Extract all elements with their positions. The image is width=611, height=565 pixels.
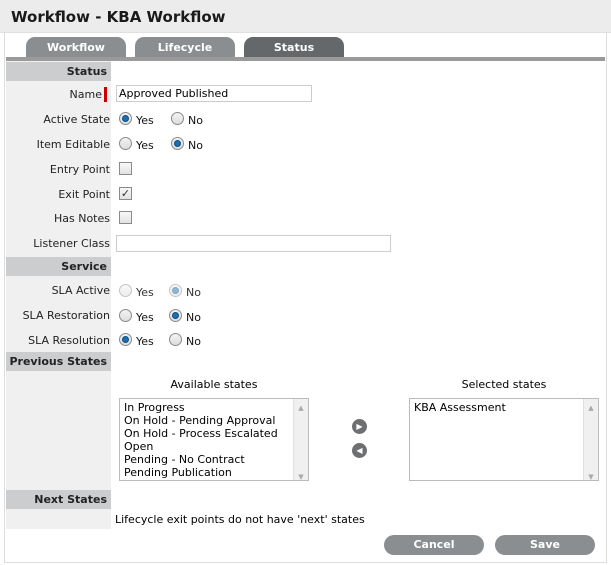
required-indicator <box>104 87 107 102</box>
list-item[interactable]: Open <box>124 440 154 453</box>
list-item[interactable]: Pending Publication <box>124 466 232 479</box>
sla-active-yes-radio[interactable] <box>119 284 132 297</box>
item-editable-no-label: No <box>188 139 203 152</box>
list-item[interactable]: On Hold - Pending Approval <box>124 414 276 427</box>
active-state-no-label: No <box>188 114 203 127</box>
item-editable-yes-label: Yes <box>136 139 154 152</box>
sla-resolution-yes-radio[interactable] <box>119 333 132 346</box>
sla-resolution-yes-label: Yes <box>136 335 154 348</box>
has-notes-checkbox[interactable] <box>119 211 132 224</box>
selected-states-label: Selected states <box>461 378 547 391</box>
selected-states-list[interactable]: KBA Assessment ▲ ▼ <box>409 398 599 481</box>
title-bar <box>0 0 611 33</box>
content-frame <box>4 33 607 563</box>
entry-point-checkbox[interactable] <box>119 162 132 175</box>
item-editable-label: Item Editable <box>36 138 110 151</box>
section-next-states: Next States <box>6 490 111 509</box>
sla-active-no-radio[interactable] <box>169 284 182 297</box>
list-item[interactable]: Pending - No Contract <box>124 453 245 466</box>
section-service: Service <box>6 257 111 276</box>
tab-lifecycle[interactable]: Lifecycle <box>135 37 235 58</box>
name-input[interactable] <box>116 85 312 102</box>
list-item[interactable]: In Progress <box>124 401 185 414</box>
move-right-button[interactable]: ▶ <box>352 419 367 434</box>
page-title: Workflow - KBA Workflow <box>11 8 226 26</box>
save-button[interactable]: Save <box>495 535 595 555</box>
scrollbar[interactable]: ▲ ▼ <box>293 399 308 481</box>
sla-restoration-label: SLA Restoration <box>22 309 110 322</box>
available-states-list[interactable]: In Progress On Hold - Pending Approval O… <box>119 398 309 481</box>
sla-restoration-yes-radio[interactable] <box>119 309 132 322</box>
sla-restoration-yes-label: Yes <box>136 311 154 324</box>
exit-point-checkbox[interactable]: ✓ <box>119 187 132 200</box>
section-previous-states: Previous States <box>6 352 111 371</box>
scrollbar[interactable]: ▲ ▼ <box>583 399 598 481</box>
list-item[interactable]: KBA Assessment <box>414 401 506 414</box>
item-editable-no-radio[interactable] <box>171 137 184 150</box>
exit-point-label: Exit Point <box>58 188 110 201</box>
tab-bar-divider <box>6 57 605 61</box>
sla-resolution-no-label: No <box>186 335 201 348</box>
active-state-label: Active State <box>43 113 110 126</box>
active-state-yes-radio[interactable] <box>119 112 132 125</box>
sla-resolution-no-radio[interactable] <box>169 333 182 346</box>
list-item[interactable]: On Hold - Process Escalated <box>124 427 278 440</box>
tab-workflow[interactable]: Workflow <box>26 37 126 58</box>
sla-active-label: SLA Active <box>51 284 110 297</box>
active-state-yes-label: Yes <box>136 114 154 127</box>
item-editable-yes-radio[interactable] <box>119 137 132 150</box>
sla-resolution-label: SLA Resolution <box>28 334 110 347</box>
move-left-button[interactable]: ◀ <box>352 443 367 458</box>
next-states-message: Lifecycle exit points do not have 'next'… <box>115 513 365 526</box>
cancel-button[interactable]: Cancel <box>384 535 484 555</box>
available-states-label: Available states <box>170 378 258 391</box>
name-label: Name <box>69 88 102 101</box>
section-status: Status <box>6 62 111 81</box>
entry-point-label: Entry Point <box>49 163 110 176</box>
sla-active-no-label: No <box>186 286 201 299</box>
listener-class-label: Listener Class <box>33 237 110 250</box>
sla-restoration-no-label: No <box>186 311 201 324</box>
tab-status[interactable]: Status <box>244 37 344 58</box>
active-state-no-radio[interactable] <box>171 112 184 125</box>
sla-active-yes-label: Yes <box>136 286 154 299</box>
sla-restoration-no-radio[interactable] <box>169 309 182 322</box>
has-notes-label: Has Notes <box>53 212 110 225</box>
label-column <box>6 61 111 529</box>
listener-class-input[interactable] <box>116 235 391 252</box>
